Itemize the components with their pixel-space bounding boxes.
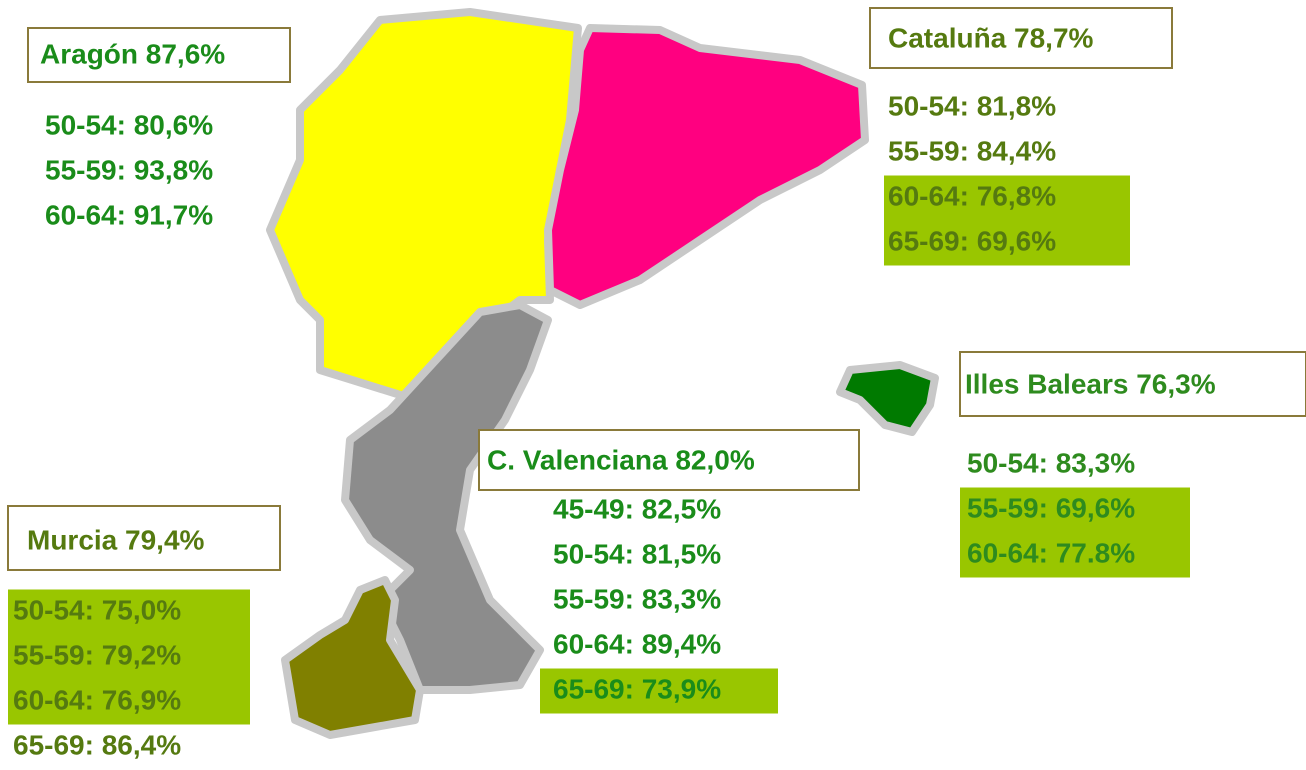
age-row: 60-64: 77.8% bbox=[967, 537, 1135, 568]
labels: Aragón 87,6% 50-54: 80,6% 55-59: 93,8% 60-6… bbox=[7, 7, 1306, 760]
region-title: Murcia 79,4% bbox=[27, 524, 205, 555]
age-row: 50-54: 75,0% bbox=[13, 594, 181, 625]
age-row: 55-59: 79,2% bbox=[13, 639, 181, 670]
title-box bbox=[478, 429, 860, 491]
highlight bbox=[884, 175, 1130, 221]
age-row: 55-59: 83,3% bbox=[553, 583, 721, 614]
age-row: 50-54: 81,8% bbox=[888, 90, 1056, 121]
highlight bbox=[8, 679, 250, 725]
age-row: 60-64: 89,4% bbox=[553, 628, 721, 659]
region-title: Aragón 87,6% bbox=[40, 38, 225, 69]
highlight bbox=[960, 487, 1190, 533]
age-row: 45-49: 82,5% bbox=[553, 493, 721, 524]
title-box bbox=[959, 351, 1306, 417]
highlight bbox=[8, 589, 250, 635]
age-row: 55-59: 84,4% bbox=[888, 135, 1056, 166]
title-box bbox=[7, 505, 281, 571]
age-row: 50-54: 81,5% bbox=[553, 538, 721, 569]
highlight bbox=[884, 220, 1130, 266]
age-row: 65-69: 69,6% bbox=[888, 225, 1056, 256]
age-row: 65-69: 86,4% bbox=[13, 729, 181, 760]
title-box bbox=[869, 7, 1173, 69]
age-row: 60-64: 91,7% bbox=[45, 199, 213, 230]
highlight bbox=[8, 634, 250, 680]
age-row: 50-54: 83,3% bbox=[967, 447, 1135, 478]
age-row: 60-64: 76,8% bbox=[888, 180, 1056, 211]
region-title: C. Valenciana 82,0% bbox=[487, 444, 755, 475]
region-murcia bbox=[281, 576, 424, 739]
age-row: 50-54: 80,6% bbox=[45, 109, 213, 140]
title-box bbox=[27, 27, 291, 83]
age-row: 60-64: 76,9% bbox=[13, 684, 181, 715]
region-title: Cataluña 78,7% bbox=[888, 22, 1094, 53]
region-title: Illes Balears 76,3% bbox=[965, 368, 1216, 399]
highlight bbox=[960, 532, 1190, 578]
age-row: 55-59: 69,6% bbox=[967, 492, 1135, 523]
map-shapes bbox=[266, 8, 939, 739]
highlight bbox=[540, 668, 778, 714]
region-balears bbox=[836, 361, 939, 436]
age-row: 55-59: 93,8% bbox=[45, 154, 213, 185]
age-row: 65-69: 73,9% bbox=[553, 673, 721, 704]
region-cataluna bbox=[544, 24, 869, 309]
